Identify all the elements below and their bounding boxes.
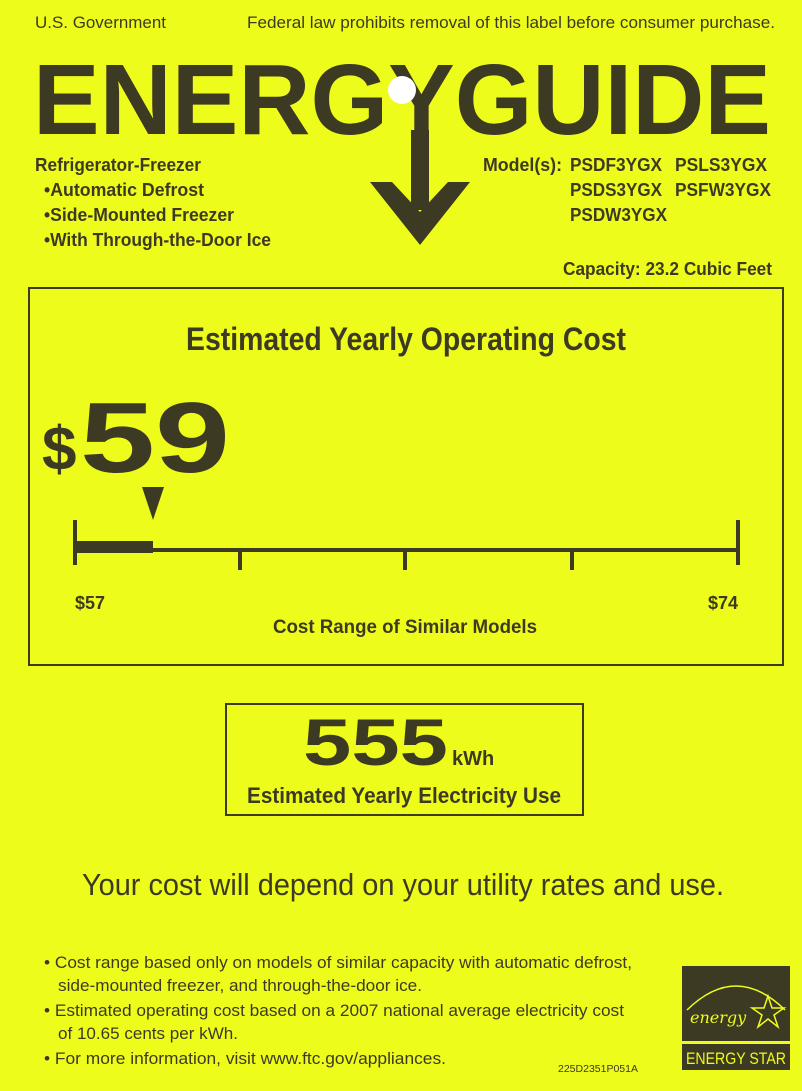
appliance-type: Refrigerator-Freezer xyxy=(35,155,201,175)
scale-fill xyxy=(75,541,153,553)
energy-script: energy xyxy=(690,1008,747,1027)
models-label: Model(s): xyxy=(483,155,562,175)
operating-cost-value: 59 xyxy=(80,382,230,494)
us-government-text: U.S. Government xyxy=(35,13,166,32)
scale-tick xyxy=(570,550,574,570)
energy-star-label: ENERGY STAR xyxy=(686,1049,786,1068)
energy-star-label-bg xyxy=(682,1044,790,1070)
star-icon xyxy=(749,993,787,1030)
electricity-value: 555 xyxy=(303,705,448,779)
electricity-label: Estimated Yearly Electricity Use xyxy=(247,783,561,808)
note-2-cont: of 10.65 cents per kWh. xyxy=(58,1024,238,1043)
energy-star-logo: energy ENERGY STAR xyxy=(682,966,790,1070)
down-arrow-icon xyxy=(370,182,470,245)
model-5: PSDW3YGX xyxy=(570,205,667,225)
scale-tick-max xyxy=(736,520,740,565)
note-1-cont: side-mounted freezer, and through-the-do… xyxy=(58,976,422,995)
cost-marker-icon xyxy=(142,487,164,520)
electricity-use-box xyxy=(225,703,584,816)
feature-3: •With Through-the-Door Ice xyxy=(44,230,271,250)
scale-tick xyxy=(238,550,242,570)
utility-disclaimer: Your cost will depend on your utility ra… xyxy=(82,867,724,902)
model-1: PSDF3YGX xyxy=(570,155,662,175)
label-code: 225D2351P051A xyxy=(558,1064,638,1075)
hanging-hole xyxy=(388,76,416,104)
scale-tick-min xyxy=(73,520,77,565)
energy-star-badge xyxy=(682,966,790,1041)
electricity-unit: kWh xyxy=(452,748,494,770)
range-min: $57 xyxy=(75,593,105,613)
operating-cost-title: Estimated Yearly Operating Cost xyxy=(186,321,626,357)
note-3: • For more information, visit www.ftc.go… xyxy=(44,1049,446,1068)
model-3: PSDS3YGX xyxy=(570,180,662,200)
currency-symbol: $ xyxy=(42,415,76,484)
capacity: Capacity: 23.2 Cubic Feet xyxy=(563,259,772,279)
feature-1: •Automatic Defrost xyxy=(44,180,204,200)
arrow-shaft xyxy=(411,130,429,210)
feature-2: •Side-Mounted Freezer xyxy=(44,205,234,225)
operating-cost-box xyxy=(28,287,784,666)
federal-law-notice: Federal law prohibits removal of this la… xyxy=(247,13,775,32)
energyguide-logo: ENERGYGUIDE xyxy=(33,44,771,245)
scale-tick xyxy=(403,550,407,570)
energy-star-arc xyxy=(686,985,786,1011)
model-2: PSLS3YGX xyxy=(675,155,767,175)
cost-range-scale xyxy=(73,487,740,570)
model-4: PSFW3YGX xyxy=(675,180,771,200)
note-1: • Cost range based only on models of sim… xyxy=(44,953,632,972)
range-max: $74 xyxy=(708,593,738,613)
note-2: • Estimated operating cost based on a 20… xyxy=(44,1001,624,1020)
range-label: Cost Range of Similar Models xyxy=(273,617,537,638)
